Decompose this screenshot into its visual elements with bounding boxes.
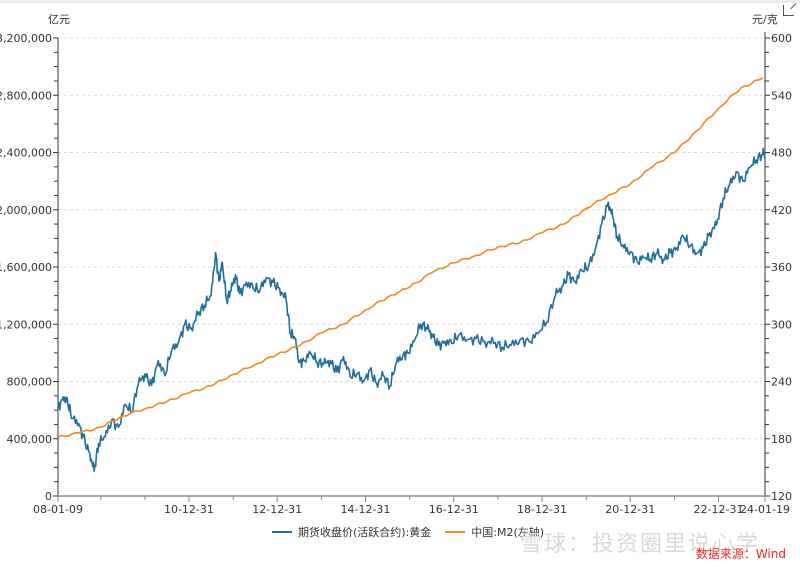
- right-axis-tick-label: 120: [771, 490, 792, 503]
- chart-legend: 期货收盘价(活跃合约):黄金 中国:M2(左轴): [272, 524, 558, 540]
- left-axis-tick-label: 1,200,000: [0, 318, 52, 331]
- right-axis-tick-label: 300: [771, 318, 792, 331]
- left-axis-tick-label: 2,000,000: [0, 204, 52, 217]
- x-axis-tick-label: 10-12-31: [164, 503, 214, 516]
- legend-item-gold[interactable]: 期货收盘价(活跃合约):黄金: [272, 524, 431, 540]
- left-axis-unit: 亿元: [48, 13, 70, 26]
- right-axis-tick-label: 240: [771, 376, 792, 389]
- left-axis-tick-label: 400,000: [7, 433, 53, 446]
- left-axis-tick-label: 800,000: [7, 376, 53, 389]
- left-axis-tick-label: 3,200,000: [0, 32, 52, 45]
- left-axis-tick-label: 2,400,000: [0, 147, 52, 160]
- left-axis-tick-label: 2,800,000: [0, 89, 52, 102]
- series-line-gold: [57, 147, 766, 473]
- x-axis-tick-label: 16-12-31: [429, 503, 479, 516]
- x-axis-tick-label: 24-01-19: [740, 503, 790, 516]
- right-axis-tick-label: 600: [771, 32, 792, 45]
- legend-label-m2: 中国:M2(左轴): [471, 526, 545, 539]
- chart-axes: 0 400,000 800,000 1,200,000 1,600,000 2,000,0…: [0, 32, 792, 516]
- right-axis-tick-label: 540: [771, 89, 792, 102]
- legend-item-m2[interactable]: 中国:M2(左轴): [445, 524, 544, 540]
- legend-swatch-gold: [272, 531, 292, 533]
- left-axis-tick-label: 1,600,000: [0, 261, 52, 274]
- grid-lines: [58, 37, 765, 440]
- right-axis-tick-label: 420: [771, 204, 792, 217]
- data-source: 数据来源：Wind: [695, 547, 786, 561]
- watermark: 雪球：投资圈里说心学: [520, 532, 761, 557]
- top-toolbar-strip: [0, 0, 800, 3]
- right-axis-tick-label: 480: [771, 147, 792, 160]
- right-axis-unit: 元/克: [752, 13, 778, 26]
- series-line-m2: [57, 77, 764, 439]
- x-axis-tick-label: 20-12-31: [605, 503, 655, 516]
- chart-series: [57, 77, 766, 473]
- right-axis-tick-label: 360: [771, 261, 792, 274]
- x-axis-tick-label: 22-12-31: [694, 503, 744, 516]
- legend-swatch-m2: [445, 531, 466, 533]
- left-axis-tick-label: 0: [45, 490, 52, 503]
- legend-label-gold: 期货收盘价(活跃合约):黄金: [298, 526, 432, 539]
- expand-icon[interactable]: [783, 5, 794, 16]
- x-axis-tick-label: 12-12-31: [252, 503, 302, 516]
- x-axis-tick-label: 14-12-31: [341, 503, 391, 516]
- x-axis-tick-label: 08-01-09: [33, 503, 83, 516]
- right-axis-tick-label: 180: [771, 433, 792, 446]
- x-axis-tick-label: 18-12-31: [517, 503, 567, 516]
